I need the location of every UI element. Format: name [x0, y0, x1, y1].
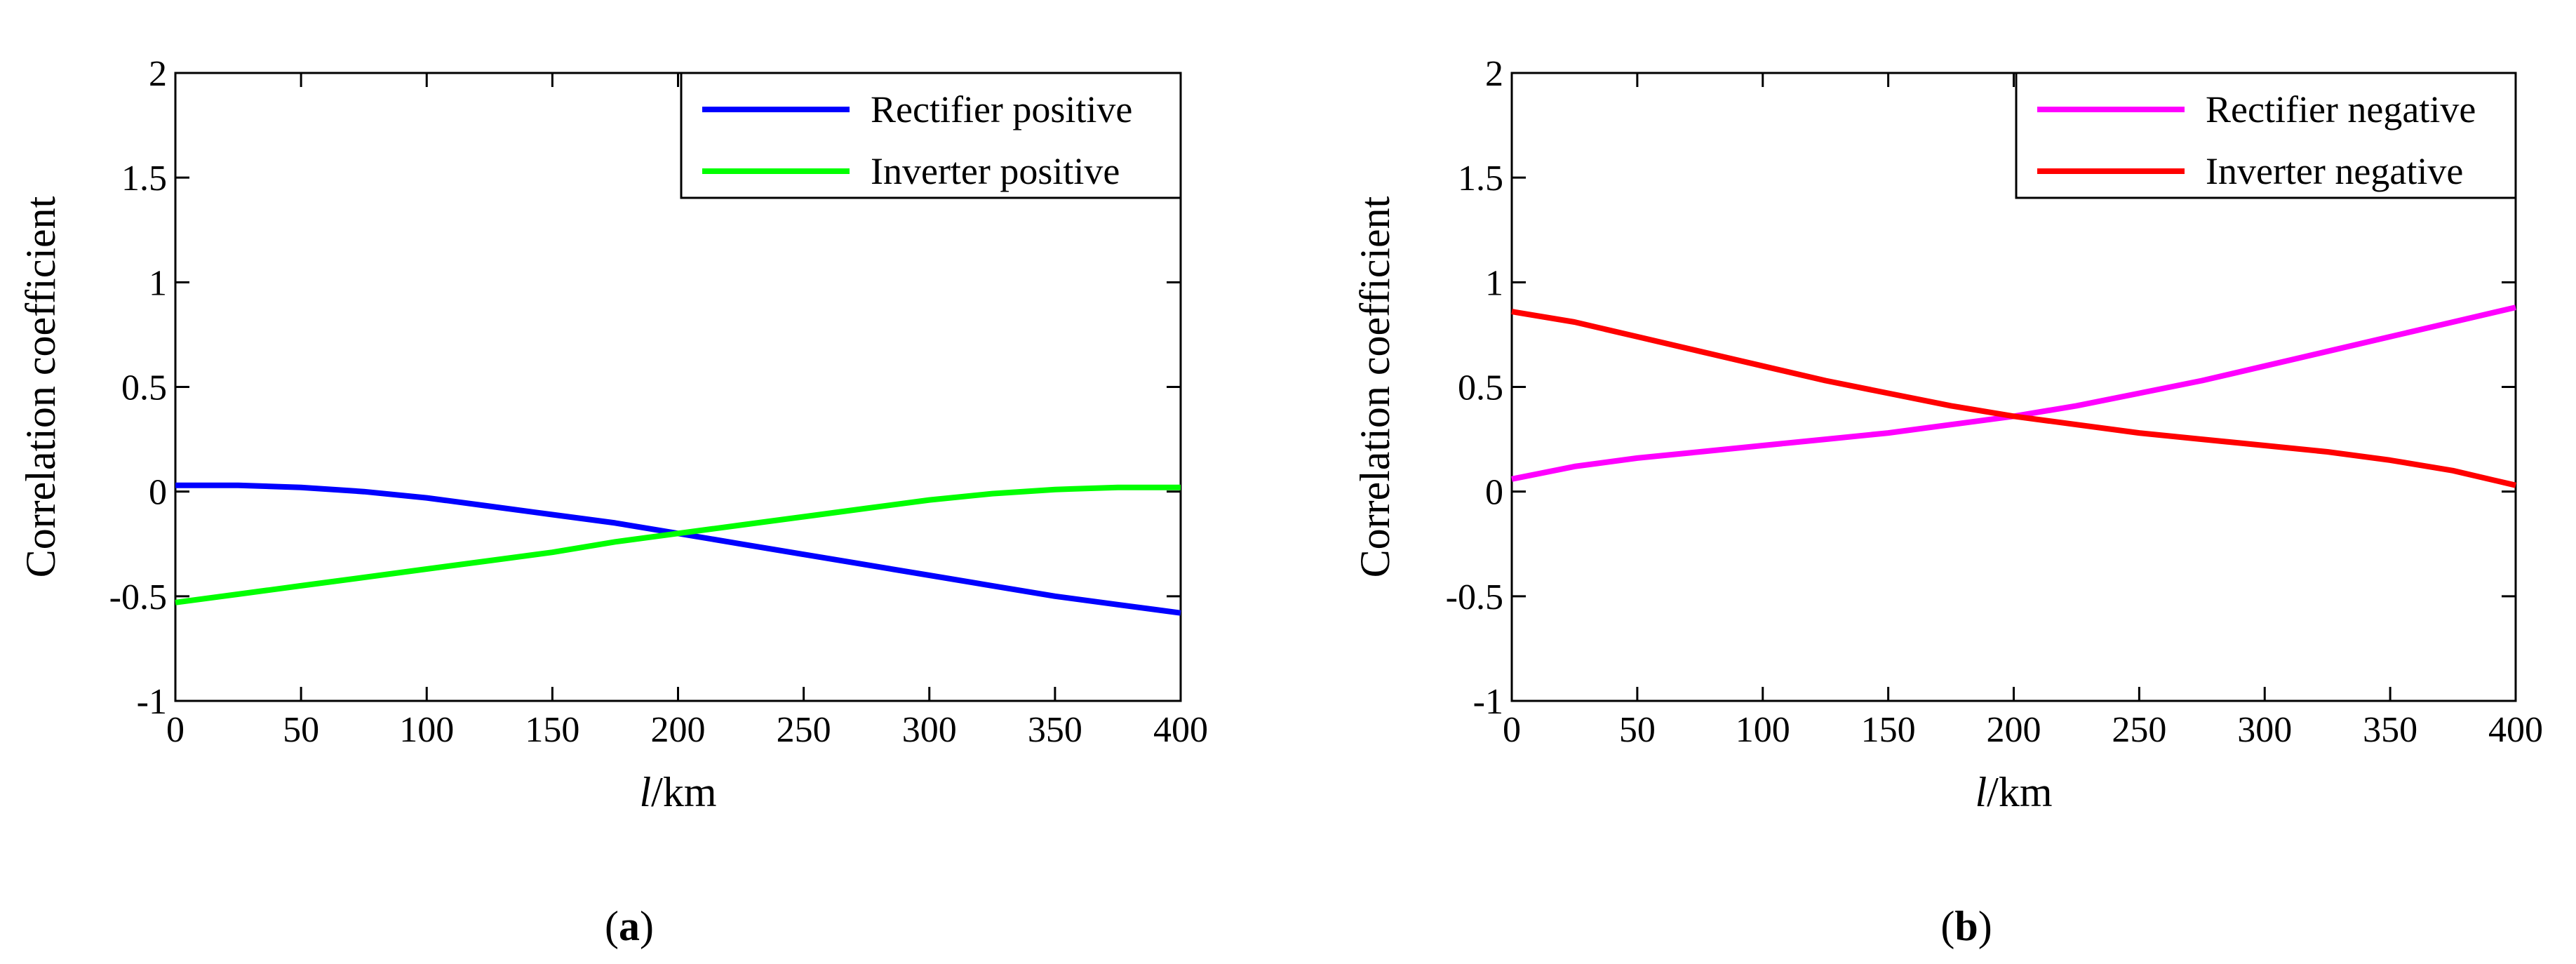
x-tick-label: 250	[2112, 710, 2166, 750]
chart-panel-a: 0 50 100 150 200 250 300 350 400 -1 -0.5 0 0.5 1 1.5 2 R…	[18, 54, 1208, 949]
y-tick-label: 0	[149, 473, 167, 513]
series-line-inverter-negative	[1511, 309, 2516, 488]
x-tick-label: 250	[777, 710, 831, 750]
panel-caption-close: )	[1978, 903, 1992, 949]
panel-caption-close: )	[640, 903, 654, 949]
x-tick-label: 100	[1736, 710, 1790, 750]
y-tick-label: 1.5	[121, 159, 167, 199]
x-tick-label: 350	[2363, 710, 2417, 750]
legend: Rectifier negative Inverter negative	[2015, 72, 2517, 199]
legend-label: Rectifier negative	[2206, 88, 2476, 130]
x-tick-label: 0	[1503, 710, 1521, 750]
x-tick-label: 350	[1028, 710, 1082, 750]
y-tick-label: 0.5	[121, 368, 167, 408]
legend-label: Inverter negative	[2206, 150, 2463, 192]
series-line-rectifier-positive	[175, 482, 1181, 616]
x-axis-title-var: l	[639, 769, 651, 815]
x-axis-title: l/km	[639, 769, 716, 815]
x-tick-label: 200	[651, 710, 706, 750]
legend-box	[680, 72, 1182, 199]
panel-caption-letter: a	[619, 903, 640, 949]
legend-label: Rectifier positive	[871, 88, 1132, 130]
y-tick-label: -1	[137, 682, 167, 722]
y-tick-label: 1.5	[1458, 159, 1503, 199]
y-tick-label: 2	[1485, 54, 1503, 94]
x-axis-title-unit: /km	[651, 769, 716, 815]
x-tick-label: 400	[2488, 710, 2543, 750]
x-tick-label: 300	[2237, 710, 2292, 750]
panel-caption-letter: b	[1954, 903, 1978, 949]
y-tick-label: 0.5	[1458, 368, 1503, 408]
y-tick-label: 1	[149, 263, 167, 303]
series-line-inverter-positive	[175, 484, 1181, 605]
legend-box	[2015, 72, 2517, 199]
x-axis-title-var: l	[1975, 769, 1987, 815]
y-tick-label: 2	[149, 54, 167, 94]
panel-caption-open: (	[1940, 903, 1954, 949]
legend-label: Inverter positive	[871, 150, 1120, 192]
y-tick-label: -0.5	[109, 577, 167, 617]
x-tick-label: 50	[1619, 710, 1656, 750]
panel-caption: (b)	[1940, 903, 1992, 949]
x-axis-title-unit: /km	[1987, 769, 2052, 815]
panel-caption: (a)	[605, 903, 654, 949]
x-tick-label: 150	[1861, 710, 1916, 750]
y-tick-label: -0.5	[1446, 577, 1503, 617]
panel-caption-open: (	[605, 903, 619, 949]
x-tick-label: 0	[166, 710, 185, 750]
y-axis-title: Correlation coefficient	[18, 196, 64, 577]
y-tick-label: 0	[1485, 473, 1503, 513]
y-tick-label: -1	[1473, 682, 1503, 722]
chart-panel-b: 0 50 100 150 200 250 300 350 400 -1 -0.5 0 0.5 1 1.5 2 R…	[1352, 54, 2543, 949]
y-tick-label: 1	[1485, 263, 1503, 303]
series-line-rectifier-negative	[1511, 304, 2516, 482]
x-tick-label: 100	[399, 710, 454, 750]
x-tick-label: 50	[283, 710, 319, 750]
x-axis-title: l/km	[1975, 769, 2052, 815]
x-tick-label: 150	[525, 710, 579, 750]
x-tick-label: 200	[1987, 710, 2041, 750]
y-axis-title: Correlation coefficient	[1352, 196, 1398, 577]
x-tick-label: 300	[902, 710, 957, 750]
x-tick-label: 400	[1153, 710, 1208, 750]
legend: Rectifier positive Inverter positive	[680, 72, 1182, 199]
